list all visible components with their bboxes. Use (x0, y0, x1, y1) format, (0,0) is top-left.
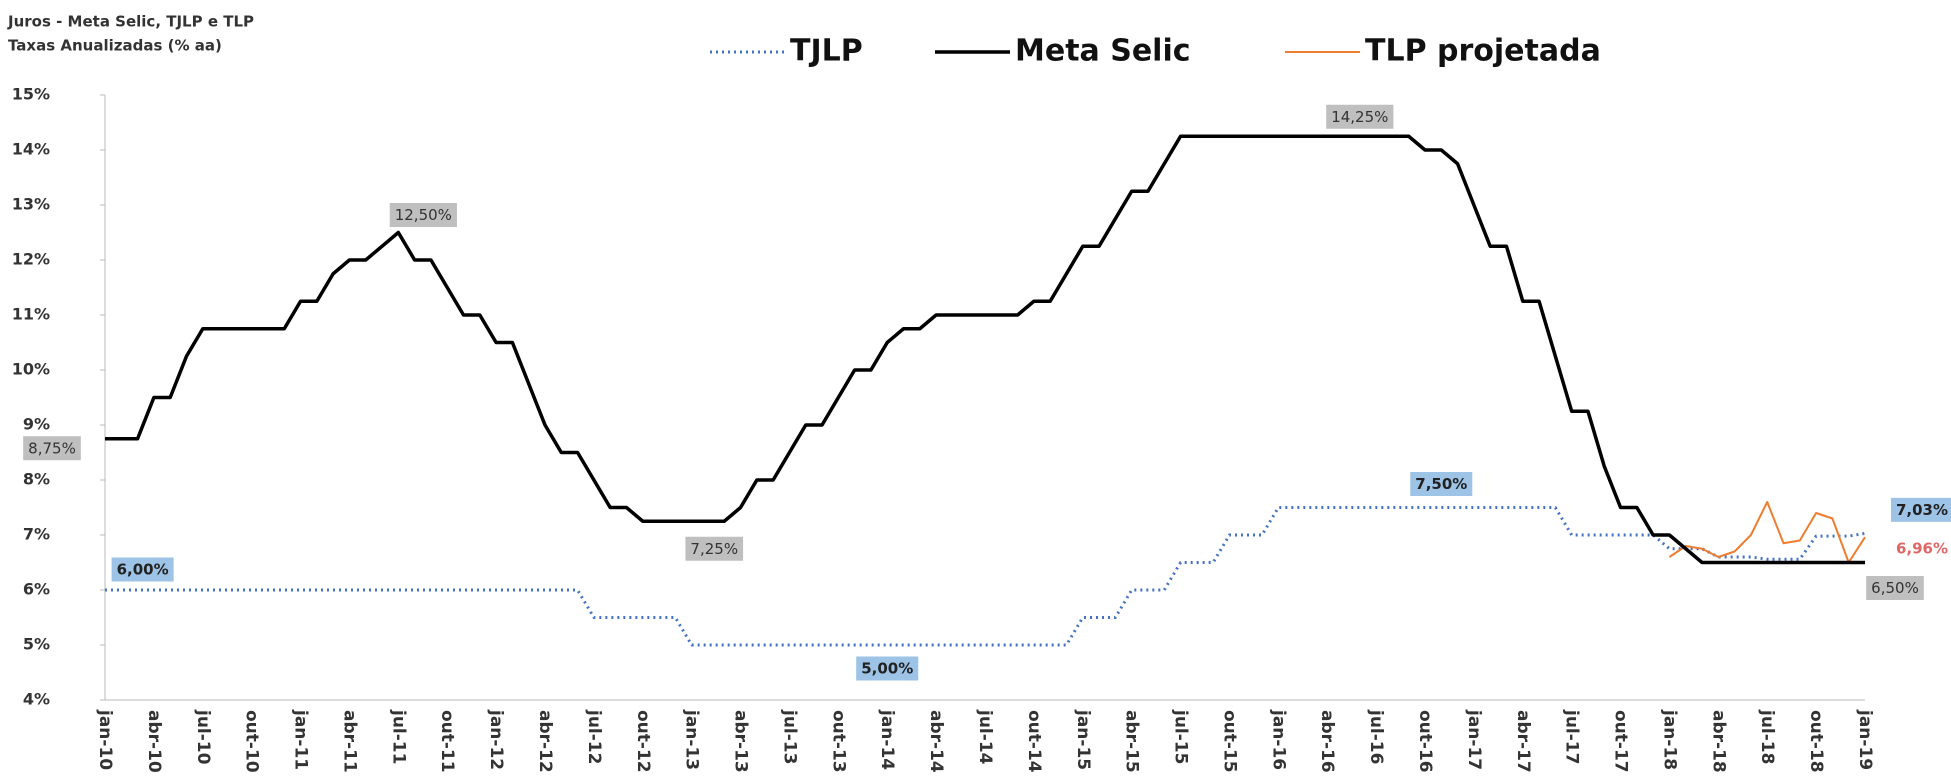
x-tick-label: jul-12 (584, 709, 604, 764)
y-tick-label: 6% (23, 580, 50, 599)
value-label: 7,50% (1415, 475, 1467, 493)
x-tick-label: abr-18 (1708, 710, 1728, 773)
value-label: 7,03% (1896, 501, 1948, 519)
value-label: 8,75% (28, 439, 76, 457)
y-tick-label: 12% (12, 250, 50, 269)
x-tick-label: jul-15 (1171, 709, 1191, 764)
x-tick-label: jul-10 (193, 709, 213, 765)
x-tick-label: out-12 (633, 710, 653, 773)
x-tick-label: jan-14 (877, 709, 897, 770)
legend-label: TLP projetada (1365, 34, 1601, 69)
series-line (1668, 501, 1866, 564)
x-tick-label: out-14 (1024, 710, 1044, 773)
value-label-group: 7,50% (1410, 472, 1473, 496)
x-tick-label: abr-12 (535, 710, 555, 773)
value-label-group: 8,75% (23, 436, 81, 461)
x-tick-label: abr-11 (339, 710, 359, 773)
value-label-group: 14,25% (1326, 104, 1394, 129)
x-tick-label: out-16 (1415, 710, 1435, 773)
y-tick-label: 7% (23, 525, 50, 544)
value-label: 6,96% (1896, 540, 1948, 558)
x-tick-label: jul-14 (975, 709, 995, 765)
x-tick-label: abr-10 (144, 710, 164, 773)
x-tick-label: abr-15 (1122, 710, 1142, 773)
value-label: 12,50% (395, 206, 452, 224)
x-tick-label: out-13 (828, 710, 848, 773)
value-label: 6,00% (117, 561, 169, 579)
y-tick-label: 11% (12, 305, 50, 324)
value-label-group: 5,00% (856, 656, 919, 681)
x-tick-label: jul-18 (1757, 709, 1777, 764)
y-tick-label: 14% (12, 140, 50, 159)
x-tick-label: jul-17 (1562, 709, 1582, 764)
x-tick-label: out-17 (1611, 710, 1631, 773)
y-tick-label: 4% (23, 690, 50, 709)
value-label-group: 6,00% (111, 557, 174, 582)
value-label-box (23, 436, 81, 461)
series-line (105, 134, 1865, 565)
x-tick-label: jul-16 (1366, 709, 1386, 764)
series-line (105, 506, 1866, 647)
value-label-box (685, 536, 744, 561)
legend-label: Meta Selic (1015, 34, 1191, 69)
x-tick-label: abr-16 (1317, 710, 1337, 773)
value-label-box (389, 203, 457, 227)
value-label: 6,50% (1871, 579, 1919, 597)
x-tick-label: jan-15 (1073, 709, 1093, 770)
value-label-group: 6,50% (1866, 576, 1924, 600)
x-tick-label: jan-18 (1659, 709, 1679, 770)
x-tick-label: jan-19 (1855, 709, 1875, 770)
value-label: 14,25% (1331, 108, 1388, 126)
y-tick-label: 10% (12, 360, 50, 379)
chart-subtitle: Taxas Anualizadas (% aa) (8, 37, 222, 55)
value-label: 7,25% (690, 540, 738, 558)
chart-title: Juros - Meta Selic, TJLP e TLP (7, 13, 254, 31)
value-label-group: 7,25% (685, 536, 744, 561)
x-tick-label: out-11 (437, 710, 457, 773)
value-label-box (1410, 472, 1473, 496)
x-tick-label: out-18 (1806, 710, 1826, 773)
value-label: 5,00% (861, 660, 913, 678)
x-tick-label: jul-11 (388, 709, 408, 764)
value-label-box (1890, 497, 1951, 522)
y-tick-label: 5% (23, 635, 50, 654)
legend-label: TJLP (790, 34, 863, 69)
x-tick-label: jan-16 (1268, 709, 1288, 770)
x-tick-label: jan-11 (291, 709, 311, 770)
x-tick-label: jan-17 (1464, 709, 1484, 770)
value-label-box (856, 656, 919, 681)
x-tick-label: jan-13 (682, 709, 702, 770)
value-label-box (1326, 104, 1394, 129)
value-label-box (111, 557, 174, 582)
value-label-group: 7,03% (1890, 497, 1951, 522)
value-label-group: 6,96% (1896, 540, 1948, 558)
y-tick-label: 9% (23, 415, 50, 434)
x-tick-label: jul-13 (779, 709, 799, 764)
x-tick-label: out-15 (1219, 710, 1239, 773)
x-tick-label: abr-14 (926, 710, 946, 773)
y-tick-label: 8% (23, 470, 50, 489)
x-tick-label: out-10 (242, 710, 262, 773)
value-label-box (1866, 576, 1924, 600)
y-tick-label: 15% (12, 85, 50, 104)
x-tick-label: abr-13 (731, 710, 751, 773)
y-tick-label: 13% (12, 195, 50, 214)
x-tick-label: abr-17 (1513, 710, 1533, 773)
value-label-group: 12,50% (389, 203, 457, 227)
x-tick-label: jan-10 (95, 709, 115, 770)
x-tick-label: jan-12 (486, 709, 506, 770)
